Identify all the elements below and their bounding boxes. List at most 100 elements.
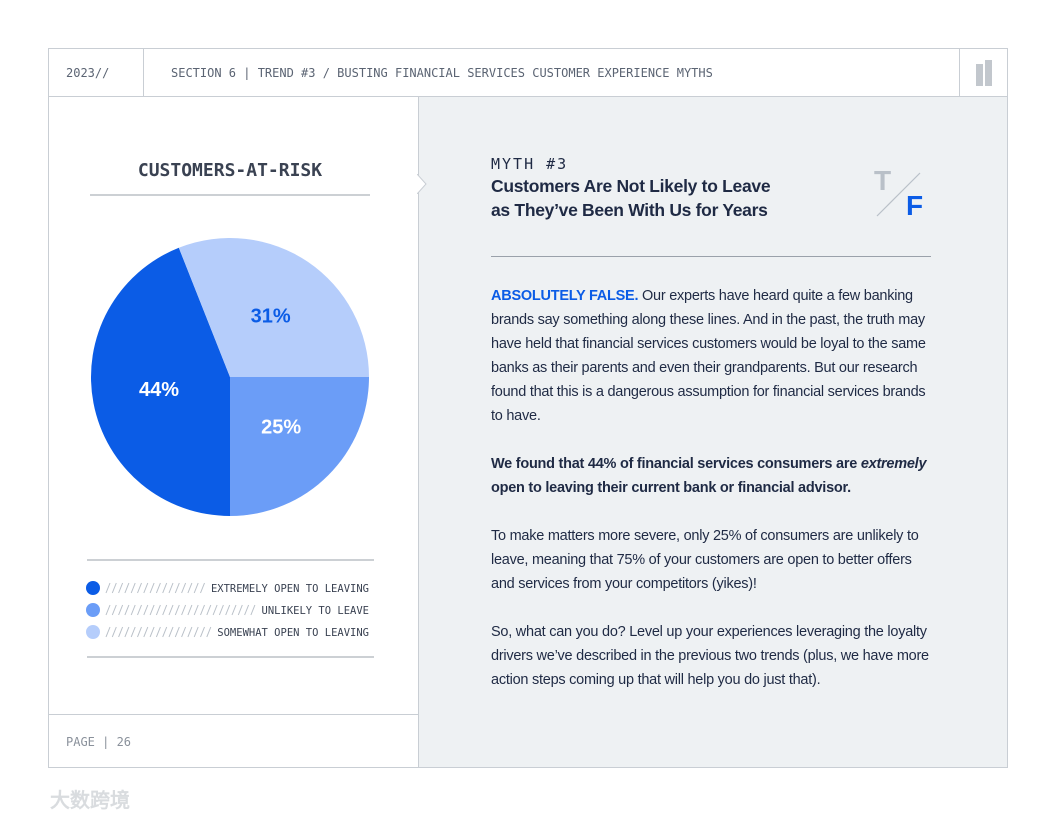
slice-label: 31% [251, 305, 291, 327]
chart-title: CUSTOMERS-AT-RISK [138, 160, 322, 181]
text: open to leaving their current bank or fi… [491, 480, 851, 496]
legend-leader [174, 626, 180, 638]
legend-swatch [86, 603, 100, 617]
legend-swatch [86, 581, 100, 595]
rule [491, 256, 931, 257]
notch [417, 174, 427, 194]
badge-slash [876, 172, 921, 217]
paragraph: ABSOLUTELY FALSE. Our experts have heard… [491, 284, 936, 428]
header-rule [48, 96, 1007, 97]
frame [48, 48, 1008, 768]
myth-title: as They’ve Been With Us for Years [491, 200, 768, 220]
right-panel [418, 96, 1007, 767]
legend-leader [118, 604, 124, 616]
page-number: PAGE | 26 [66, 735, 132, 749]
badge-t: T [874, 165, 892, 196]
myth-label: MYTH #3 [491, 155, 569, 173]
legend-leader [130, 626, 136, 638]
legend-leader [143, 582, 149, 594]
legend-leader [143, 604, 149, 616]
legend-leader [212, 604, 218, 616]
legend-leader [225, 604, 231, 616]
pie-slice [178, 237, 369, 377]
legend-leader [149, 604, 155, 616]
text: We found that 44% of financial services … [491, 456, 861, 472]
paragraph: We found that 44% of financial services … [491, 452, 936, 500]
lead: ABSOLUTELY FALSE. [491, 288, 639, 304]
legend-leader [130, 604, 136, 616]
legend-leader [193, 604, 199, 616]
legend-leader [111, 604, 117, 616]
legend-leader [137, 604, 142, 616]
legend-leader [155, 626, 161, 638]
year: 2023// [66, 66, 110, 80]
legend-leader [218, 604, 224, 616]
legend-swatch [86, 625, 100, 639]
legend-leader [181, 582, 187, 594]
text: Our experts have heard quite a few banki… [491, 288, 926, 424]
legend-leader [200, 604, 205, 616]
legend-label: EXTREMELY OPEN TO LEAVING [211, 583, 369, 595]
section: SECTION 6 | TREND #3 / BUSTING FINANCIAL… [171, 66, 713, 80]
legend-leader [187, 626, 193, 638]
pie-slice [230, 377, 369, 516]
legend-leader [181, 626, 187, 638]
legend-leader [143, 626, 149, 638]
legend-leader [174, 604, 180, 616]
legend-leader [149, 626, 155, 638]
legend-leader [187, 582, 193, 594]
legend-leader [111, 626, 117, 638]
legend-leader [237, 604, 243, 616]
legend-leader [162, 626, 168, 638]
legend-leader [155, 604, 161, 616]
watermark: 大数跨境 [50, 790, 130, 812]
legend-leader [124, 626, 130, 638]
paragraph: So, what can you do? Level up your exper… [491, 624, 929, 688]
legend-leader [168, 626, 174, 638]
legend-leader [168, 604, 174, 616]
footer-rule [48, 714, 418, 715]
slice-label: 25% [261, 416, 301, 438]
legend-leader [155, 582, 161, 594]
badge-f: F [906, 190, 924, 221]
legend-leader [105, 604, 111, 616]
paragraph: To make matters more severe, only 25% of… [491, 528, 919, 592]
slice-label: 44% [139, 379, 179, 401]
legend-leader [181, 604, 187, 616]
legend-leader [137, 626, 142, 638]
divider [959, 48, 960, 96]
legend-leader [105, 582, 111, 594]
legend-leader [124, 604, 130, 616]
legend-leader [118, 582, 124, 594]
legend-leader [111, 582, 117, 594]
legend-label: UNLIKELY TO LEAVE [262, 605, 369, 617]
divider [143, 48, 144, 96]
legend-leader [168, 582, 174, 594]
logo [976, 60, 992, 86]
legend-leader [187, 604, 193, 616]
legend-leader [105, 626, 111, 638]
legend-leader [137, 582, 142, 594]
legend-label: SOMEWHAT OPEN TO LEAVING [217, 627, 369, 639]
legend-leader [118, 626, 124, 638]
legend-leader [244, 604, 250, 616]
divider [418, 96, 419, 767]
legend-leader [250, 604, 256, 616]
legend-leader [206, 626, 212, 638]
legend-leader [130, 582, 136, 594]
legend-leader [231, 604, 237, 616]
legend-leader [162, 604, 168, 616]
legend-leader [162, 582, 168, 594]
legend-leader [200, 582, 205, 594]
legend-leader [200, 626, 205, 638]
emphasis: extremely [860, 456, 927, 472]
pie-slice [90, 247, 230, 517]
pie-chart: CUSTOMERS-AT-RISK 25% 44% 31% EXTREMELY OPE… [86, 160, 374, 658]
legend-leader [193, 626, 199, 638]
legend-leader [193, 582, 199, 594]
legend-leader [174, 582, 180, 594]
legend-leader [124, 582, 130, 594]
myth-title: Customers Are Not Likely to Leave [491, 176, 771, 196]
legend-leader [206, 604, 212, 616]
